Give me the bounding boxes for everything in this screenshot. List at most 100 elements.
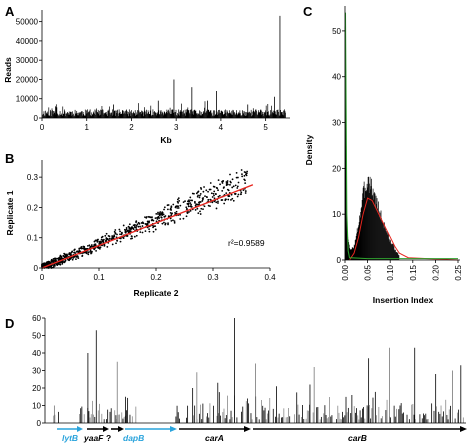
panel-b-point (199, 194, 201, 197)
panel-b-point (111, 237, 113, 240)
panel-b-point (201, 197, 204, 200)
panel-b-point (177, 207, 180, 209)
panel-b-point (152, 226, 154, 229)
panel-b-point (212, 185, 215, 188)
panel-b-point (209, 205, 211, 207)
panel-b-point (237, 193, 240, 196)
panel-a-xtick-label: 0 (40, 123, 45, 132)
panel-b-point (207, 198, 210, 201)
panel-c-ytick-label: 0 (337, 256, 342, 265)
panel-b-point (125, 228, 128, 231)
panel-b-point (199, 213, 202, 215)
panel-b-point (122, 224, 125, 227)
panel-b-point (236, 187, 239, 189)
panel-b-point (89, 245, 92, 248)
gene-label-dapb: dapB (123, 433, 144, 443)
panel-d: D 0 10 20 30 40 50 60 lytB yaaF ? dapB carA ca… (5, 314, 467, 443)
panel-b-point (220, 199, 223, 201)
panel-b-point (235, 171, 238, 174)
panel-b-point (84, 248, 86, 250)
panel-b-xtick-label: 0.3 (207, 273, 219, 282)
panel-b-point (155, 213, 158, 215)
panel-b-point (176, 207, 179, 209)
panel-a: A Reads 0 10000 20000 30000 40000 50000 0 1 2 3 4… (3, 4, 290, 145)
panel-b-point (163, 206, 166, 209)
panel-b-point (119, 240, 122, 243)
panel-b-point (215, 193, 217, 196)
panel-b-point (189, 202, 192, 205)
panel-b-point (47, 261, 50, 263)
panel-b-point (198, 201, 201, 203)
panel-b-point (204, 195, 206, 198)
panel-b-point (102, 238, 105, 241)
panel-b-point (241, 173, 243, 176)
panel-b-point (237, 181, 240, 184)
panel-b-point (197, 194, 199, 197)
panel-b-point (213, 197, 216, 200)
panel-b-point (133, 226, 136, 229)
panel-b-point (187, 205, 190, 208)
panel-b-point (223, 186, 225, 188)
panel-b-point (244, 182, 247, 185)
panel-a-ytick-label: 40000 (16, 37, 39, 46)
panel-b-point (233, 192, 236, 195)
panel-b-point (231, 186, 234, 189)
panel-b-point (186, 211, 189, 214)
panel-b-point (96, 239, 99, 241)
gene-label-carb: carB (348, 433, 367, 443)
panel-b-point (73, 251, 75, 254)
panel-b-point (138, 222, 141, 225)
gene-map: lytB yaaF ? dapB carA carB (57, 426, 467, 443)
panel-c-histogram (344, 26, 400, 260)
panel-b-point (229, 173, 231, 176)
panel-b-point (54, 257, 57, 260)
panel-c-red-curve (349, 197, 459, 261)
panel-b-point (182, 201, 185, 204)
panel-b-point (45, 261, 48, 264)
panel-b-point (53, 264, 56, 267)
panel-b-point (163, 215, 166, 218)
panel-b-point (90, 251, 92, 254)
panel-a-ytick-label: 50000 (16, 18, 39, 27)
panel-b-point (88, 244, 91, 247)
panel-a-ytick-label: 10000 (16, 95, 39, 104)
panel-b-point (139, 231, 142, 234)
panel-b-point (198, 203, 201, 205)
panel-b-point (172, 219, 174, 222)
panel-b-point (105, 232, 108, 235)
panel-c-y-ticks: 0 10 20 30 40 50 (332, 27, 345, 265)
panel-b-point (50, 260, 53, 262)
panel-b-point (114, 229, 117, 231)
panel-b-point (217, 202, 219, 204)
panel-b-point (112, 235, 115, 238)
panel-c-ytick-label: 10 (332, 210, 341, 219)
panel-b-point (175, 210, 178, 213)
panel-b-point (236, 195, 239, 198)
panel-b-point (230, 199, 232, 201)
panel-b-point (137, 225, 140, 228)
panel-b-point (125, 227, 128, 229)
panel-b-point (60, 255, 63, 258)
panel-b-point (150, 216, 153, 219)
panel-b-point (128, 227, 131, 229)
panel-b-point (213, 190, 216, 193)
panel-b-point (61, 262, 64, 265)
panel-b-point (95, 249, 97, 252)
panel-b-point (153, 225, 156, 228)
panel-b-point (139, 225, 142, 228)
panel-b-point (63, 260, 66, 263)
panel-b-point (116, 239, 119, 242)
panel-b-point (157, 211, 159, 214)
panel-b-point (78, 249, 81, 252)
panel-b-point (131, 227, 134, 229)
panel-b-point (93, 240, 96, 243)
panel-b-point (81, 255, 84, 257)
panel-b-point (63, 252, 66, 255)
panel-b-point (108, 235, 111, 238)
panel-b-point (141, 221, 144, 224)
panel-b-point (58, 258, 60, 260)
panel-b-point (232, 185, 235, 188)
panel-b-point (194, 209, 197, 211)
panel-b-point (76, 255, 79, 258)
